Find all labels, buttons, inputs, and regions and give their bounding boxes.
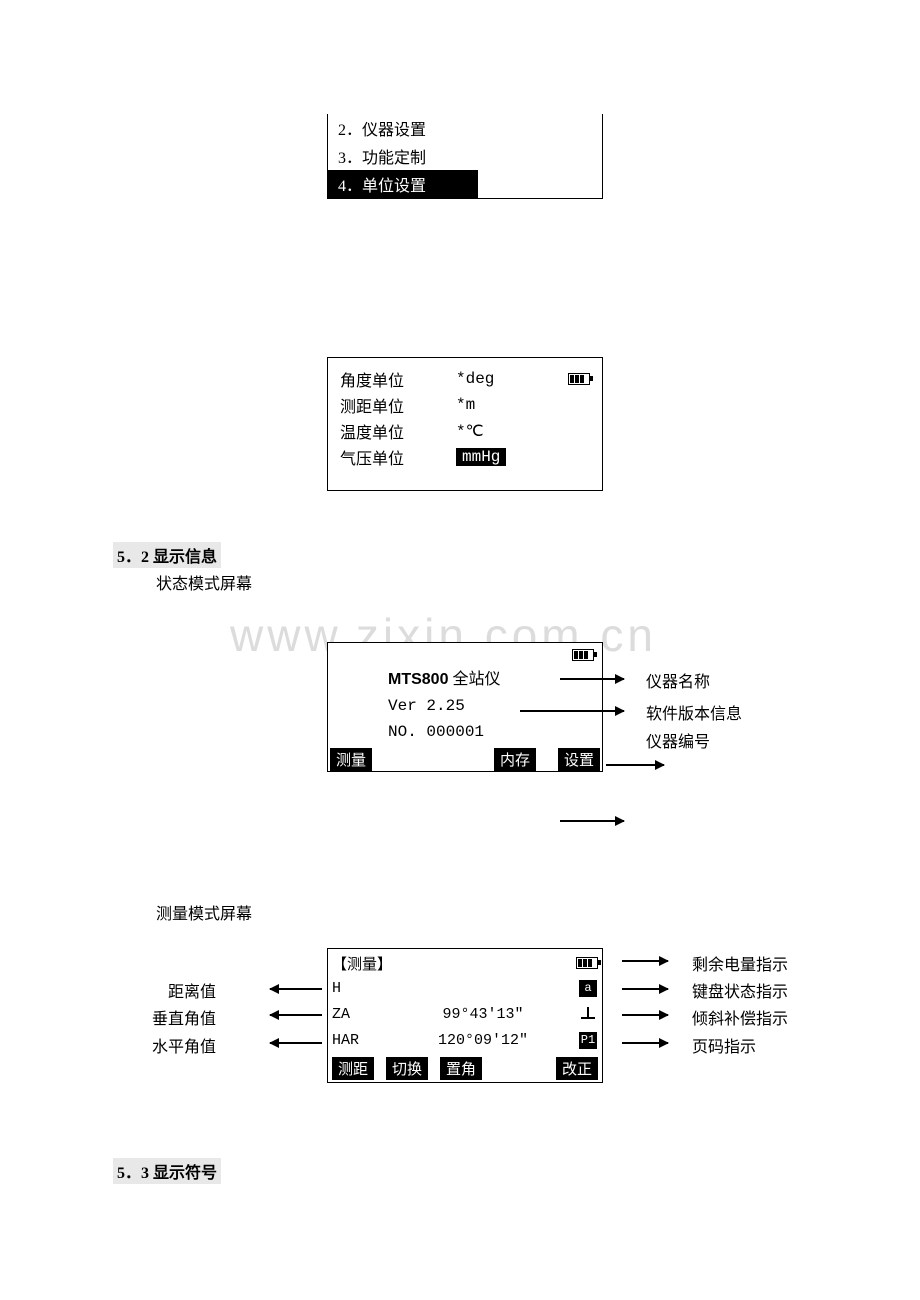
keyboard-status-indicator: a bbox=[579, 980, 597, 997]
units-label: 温度单位 bbox=[340, 419, 456, 443]
units-value-selected[interactable]: mmHg bbox=[456, 448, 506, 466]
tilt-icon bbox=[581, 1005, 595, 1019]
battery-icon bbox=[572, 649, 594, 661]
arrow-right-icon bbox=[520, 710, 624, 712]
arrow-right-icon bbox=[622, 960, 668, 962]
serial-text: NO. 000001 bbox=[388, 719, 602, 745]
status-panel: MTS800 全站仪 Ver 2.25 NO. 000001 测量 内存 设置 bbox=[327, 642, 603, 772]
menu-panel: 2．仪器设置 3．功能定制 4．单位设置 bbox=[327, 114, 603, 199]
arrow-right-icon bbox=[606, 764, 664, 766]
arrow-left-icon bbox=[270, 988, 322, 990]
label-page-indicator: 页码指示 bbox=[692, 1033, 756, 1057]
label-vertical-angle: 垂直角值 bbox=[152, 1005, 216, 1029]
row-label: HAR bbox=[332, 1032, 388, 1049]
device-title-row: MTS800 全站仪 bbox=[388, 667, 602, 693]
arrow-left-icon bbox=[270, 1042, 322, 1044]
label-distance: 距离值 bbox=[168, 978, 216, 1002]
units-row: 角度单位 *deg bbox=[340, 366, 590, 392]
battery-icon bbox=[568, 373, 590, 385]
arrow-right-icon bbox=[560, 678, 624, 680]
menu-item[interactable]: 3．功能定制 bbox=[328, 142, 602, 170]
battery-icon bbox=[576, 957, 598, 969]
annotation-device-name: 仪器名称 bbox=[646, 668, 710, 692]
units-value[interactable]: *deg bbox=[456, 370, 494, 388]
label-keyboard-indicator: 键盘状态指示 bbox=[692, 978, 788, 1002]
annotation-version: 软件版本信息 bbox=[646, 700, 742, 724]
measure-row-har: HAR 120°09′12″ P1 bbox=[328, 1027, 602, 1053]
measure-panel: 【测量】 H a ZA 99°43′13″ HAR 120°09′12″ P1 … bbox=[327, 948, 603, 1083]
label-horizontal-angle: 水平角值 bbox=[152, 1033, 216, 1057]
menu-item-selected[interactable]: 4．单位设置 bbox=[328, 170, 478, 198]
arrow-left-icon bbox=[270, 1014, 322, 1016]
arrow-right-icon bbox=[560, 820, 624, 822]
measure-title: 【测量】 bbox=[332, 953, 392, 974]
device-model: MTS800 bbox=[388, 671, 448, 688]
units-panel: 角度单位 *deg 测距单位 *m 温度单位 *℃ 气压单位 mmHg bbox=[327, 357, 603, 491]
section-subtext: 状态模式屏幕 bbox=[156, 570, 252, 594]
set-angle-button[interactable]: 置角 bbox=[440, 1057, 482, 1080]
settings-button[interactable]: 设置 bbox=[558, 748, 600, 771]
row-value: 99°43′13″ bbox=[388, 1006, 578, 1023]
correct-button[interactable]: 改正 bbox=[556, 1057, 598, 1080]
units-label: 角度单位 bbox=[340, 367, 456, 391]
row-label: H bbox=[332, 980, 388, 997]
label-tilt-indicator: 倾斜补偿指示 bbox=[692, 1005, 788, 1029]
row-value: 120°09′12″ bbox=[388, 1032, 578, 1049]
switch-button[interactable]: 切换 bbox=[386, 1057, 428, 1080]
version-text: Ver 2.25 bbox=[388, 693, 602, 719]
units-row: 温度单位 *℃ bbox=[340, 418, 590, 444]
units-row: 气压单位 mmHg bbox=[340, 444, 590, 470]
measure-header: 【测量】 bbox=[328, 949, 602, 975]
units-label: 气压单位 bbox=[340, 445, 456, 469]
units-value[interactable]: *℃ bbox=[456, 421, 484, 441]
page-indicator: P1 bbox=[579, 1032, 597, 1049]
label-battery-indicator: 剩余电量指示 bbox=[692, 951, 788, 975]
units-label: 测距单位 bbox=[340, 393, 456, 417]
device-name-cn: 全站仪 bbox=[452, 671, 500, 688]
section-heading-5-2: 5．2 显示信息 bbox=[113, 542, 221, 568]
units-value[interactable]: *m bbox=[456, 396, 475, 414]
arrow-right-icon bbox=[622, 1014, 668, 1016]
measure-button[interactable]: 测量 bbox=[330, 748, 372, 771]
measure-mode-heading: 测量模式屏幕 bbox=[156, 900, 252, 924]
row-label: ZA bbox=[332, 1006, 388, 1023]
section-heading-5-3: 5．3 显示符号 bbox=[113, 1158, 221, 1184]
units-row: 测距单位 *m bbox=[340, 392, 590, 418]
measure-row-za: ZA 99°43′13″ bbox=[328, 1001, 602, 1027]
distance-button[interactable]: 测距 bbox=[332, 1057, 374, 1080]
arrow-right-icon bbox=[622, 1042, 668, 1044]
arrow-right-icon bbox=[622, 988, 668, 990]
menu-item[interactable]: 2．仪器设置 bbox=[328, 114, 602, 142]
annotation-serial: 仪器编号 bbox=[646, 728, 710, 752]
memory-button[interactable]: 内存 bbox=[494, 748, 536, 771]
measure-row-h: H a bbox=[328, 975, 602, 1001]
